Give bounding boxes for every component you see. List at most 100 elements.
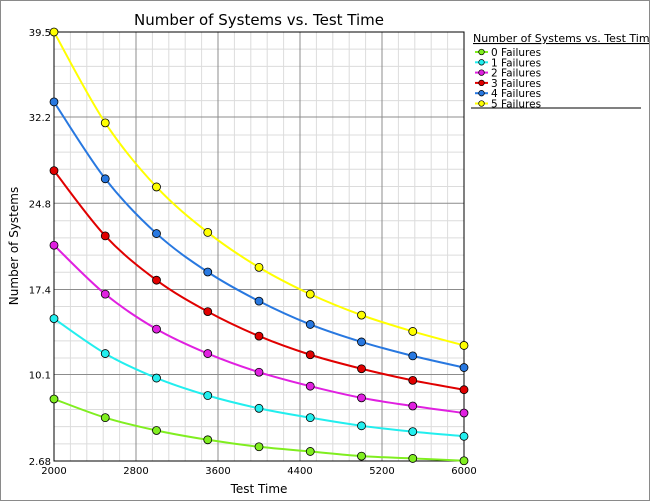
- x-tick-label: 2800: [123, 466, 148, 477]
- y-axis-ticks: 2.68 10.1 17.4 24.8 32.2 39.5: [29, 28, 51, 468]
- data-point: [357, 451, 366, 461]
- data-point: [408, 375, 418, 385]
- data-point: [152, 275, 161, 285]
- data-point: [49, 394, 59, 404]
- legend-label: 3 Failures: [491, 78, 541, 90]
- legend-swatch-marker: [478, 79, 485, 87]
- data-point: [305, 447, 315, 456]
- data-point: [203, 435, 213, 445]
- data-point: [152, 373, 161, 383]
- data-point: [49, 314, 59, 324]
- data-point: [305, 381, 315, 391]
- legend-label: 5 Failures: [491, 99, 541, 111]
- x-tick-label: 6000: [451, 466, 476, 477]
- data-point: [357, 421, 366, 431]
- legend-swatch-marker: [478, 100, 485, 107]
- data-point: [357, 337, 366, 347]
- legend-item: 5 Failures: [475, 99, 541, 111]
- data-point: [408, 327, 418, 336]
- legend-swatch-marker: [478, 59, 485, 66]
- data-point: [152, 182, 161, 192]
- data-point: [408, 427, 418, 437]
- data-point: [49, 166, 59, 176]
- legend: Number of Systems vs. Test Time 0 Failur…: [471, 32, 650, 111]
- data-point: [100, 174, 110, 184]
- data-point: [203, 228, 213, 237]
- data-point: [357, 393, 366, 403]
- legend-item: 1 Failures: [475, 57, 541, 69]
- data-point: [254, 331, 264, 341]
- data-point: [254, 442, 264, 452]
- data-point: [408, 454, 418, 463]
- legend-item: 4 Failures: [475, 88, 541, 100]
- data-point: [459, 408, 469, 418]
- series-4: [49, 97, 469, 372]
- minor-grid: [54, 32, 464, 461]
- legend-label: 4 Failures: [491, 88, 541, 100]
- data-point: [459, 385, 469, 395]
- y-axis-label: Number of Systems: [7, 187, 21, 305]
- y-tick-label: 39.5: [29, 28, 51, 39]
- legend-item: 3 Failures: [475, 78, 541, 90]
- x-axis-label: Test Time: [230, 482, 288, 496]
- x-axis-ticks: 2000 2800 3600 4400 5200 6000: [41, 466, 476, 477]
- data-point: [100, 231, 110, 241]
- data-point: [152, 324, 161, 334]
- data-point: [100, 289, 110, 299]
- data-point: [49, 97, 59, 107]
- data-point: [459, 363, 469, 372]
- x-tick-label: 3600: [205, 466, 230, 477]
- series-3: [49, 166, 469, 395]
- data-point: [203, 349, 213, 358]
- y-tick-label: 17.4: [29, 285, 51, 296]
- data-point: [203, 307, 213, 317]
- x-tick-label: 2000: [41, 466, 66, 477]
- data-point: [305, 320, 315, 329]
- legend-label: 0 Failures: [491, 47, 541, 59]
- data-point: [254, 367, 264, 377]
- data-point: [305, 289, 315, 299]
- data-point: [100, 118, 110, 128]
- data-point: [254, 403, 264, 413]
- legend-label: 2 Failures: [491, 68, 541, 80]
- legend-title: Number of Systems vs. Test Time: [473, 32, 649, 45]
- legend-item: 0 Failures: [475, 47, 541, 59]
- data-point: [459, 341, 469, 350]
- data-point: [408, 351, 418, 361]
- data-point: [203, 267, 213, 277]
- data-point: [357, 310, 366, 320]
- data-point: [305, 413, 315, 423]
- data-point: [152, 229, 161, 238]
- legend-item: 2 Failures: [475, 68, 541, 80]
- y-tick-label: 24.8: [29, 199, 51, 210]
- data-point: [357, 364, 366, 374]
- data-point: [100, 349, 110, 358]
- series-2: [49, 240, 469, 418]
- data-point: [203, 391, 213, 400]
- data-point: [49, 27, 59, 37]
- data-point: [254, 296, 264, 306]
- data-point: [49, 240, 59, 250]
- series-line: [53, 101, 465, 369]
- series-1: [49, 314, 469, 441]
- data-point: [459, 456, 469, 466]
- y-tick-label: 10.1: [29, 371, 51, 382]
- legend-swatch-marker: [478, 90, 485, 97]
- chart-title: Number of Systems vs. Test Time: [134, 11, 384, 29]
- series-5: [49, 27, 469, 350]
- y-tick-label: 32.2: [29, 113, 51, 124]
- x-tick-label: 4400: [287, 466, 312, 477]
- x-tick-label: 5200: [369, 466, 394, 477]
- legend-swatch-marker: [478, 48, 485, 56]
- data-point: [152, 426, 161, 435]
- legend-swatch-marker: [478, 69, 485, 76]
- data-point: [254, 262, 264, 272]
- data-point: [305, 350, 315, 360]
- data-point: [408, 401, 418, 411]
- legend-label: 1 Failures: [491, 57, 541, 69]
- series-layer: [49, 27, 469, 466]
- y-tick-label: 2.68: [29, 457, 51, 468]
- data-point: [100, 413, 110, 423]
- series-0: [49, 394, 469, 466]
